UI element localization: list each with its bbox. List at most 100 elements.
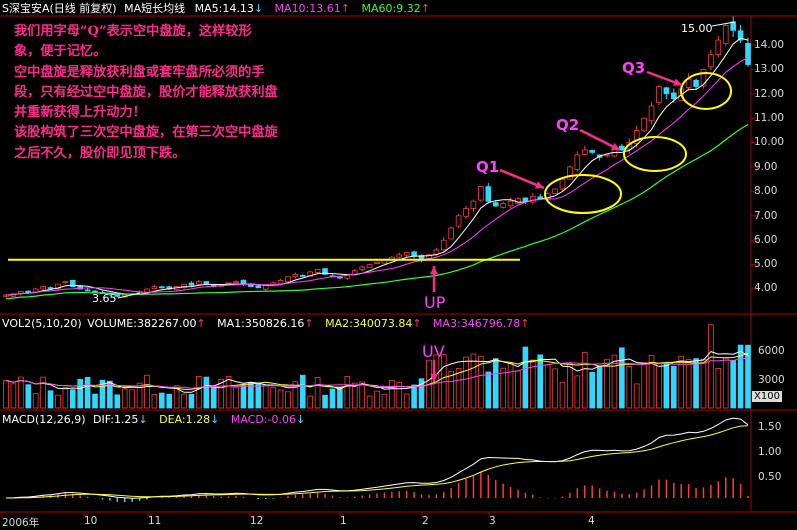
candle-body [559, 178, 566, 190]
annotation-line: 象，便于记忆。 [14, 44, 107, 60]
x-tick: 4 [588, 515, 595, 527]
candle-body [574, 154, 581, 170]
volume-bar [611, 354, 618, 409]
volume-bar [685, 358, 692, 409]
candle-body [151, 286, 158, 289]
candle-body [641, 117, 647, 132]
annotation-text: 我们用字母“Q”表示空中盘旋，这样较形 象，便于记忆。 空中盘旋是释放获利盘或套… [14, 22, 359, 164]
candle-body [522, 197, 529, 202]
candle-body [440, 239, 447, 251]
candle-body [32, 288, 39, 293]
volume-bar [248, 382, 254, 409]
x-tick: 1 [340, 515, 347, 527]
macd-value: MACD:-0.06 [230, 413, 296, 426]
down-arrow-icon: ↓ [295, 413, 306, 426]
low-pointer [117, 292, 141, 299]
volume-bar [455, 368, 462, 409]
volume-bar [107, 380, 113, 409]
candle-body [114, 294, 121, 297]
volume-bar [299, 374, 306, 409]
q1-label: Q1 [476, 158, 500, 176]
macd-tick: 1.00 [758, 446, 782, 458]
up-arrow-icon: ↑ [340, 2, 350, 15]
volume-bar [500, 367, 506, 409]
volume-bar [722, 357, 729, 409]
candle-body [181, 283, 187, 289]
q3-ellipse [680, 72, 732, 110]
candle-body [84, 289, 91, 292]
ma60-line [5, 123, 749, 300]
ma60-value: MA60:9.32 [361, 2, 421, 15]
volume-bar [463, 356, 469, 409]
volume-bar [285, 391, 291, 409]
ma3-value: MA3:346796.78 [433, 317, 521, 330]
volume-bar [77, 378, 84, 409]
volume-bar [411, 384, 417, 409]
volume-bar [225, 375, 232, 409]
q2-label: Q2 [556, 116, 580, 134]
volume-bar [552, 368, 558, 409]
volume-bar [277, 389, 284, 409]
volume-bar [678, 355, 685, 409]
candle-body [485, 186, 492, 202]
volume-bar [159, 392, 165, 409]
volume-bar [648, 354, 655, 409]
candle-body [92, 290, 98, 293]
volume-bar [708, 324, 714, 409]
q3-arrow-head [673, 78, 682, 86]
volume-bar [403, 393, 410, 409]
y-tick: 8.00 [754, 185, 778, 197]
volume-bar [292, 381, 299, 409]
volume-bar [84, 376, 91, 409]
ma10-value: MA10:13.61 [274, 2, 341, 15]
up-arrow-icon: ↑ [196, 317, 206, 330]
candle-body [396, 254, 403, 258]
candle-body [69, 279, 76, 287]
candle-body [500, 203, 506, 208]
volume-bar [240, 384, 247, 409]
candle-body [567, 166, 573, 180]
q2-arrow-head [611, 142, 620, 150]
q3-label: Q3 [622, 59, 646, 77]
candle-body [671, 92, 677, 100]
dea-value: DEA:1.28 [159, 413, 211, 426]
volume-bar [270, 387, 276, 409]
volume-bar [530, 359, 536, 409]
price-header: S深宝安A(日线 前复权) MA短长均线 MA5:14.13↓ MA10:13.… [2, 2, 430, 15]
volume-bar [389, 379, 395, 409]
annotation-line: 空中盘旋是释放获利盘或套牢盘所必须的手 [14, 64, 265, 80]
indicator-name: MA短长均线 [124, 2, 186, 15]
volume-bar [737, 344, 744, 409]
volume-bar [322, 394, 328, 409]
candle-body [374, 261, 380, 264]
volume-bar [567, 363, 573, 409]
up-arrow-head [430, 266, 438, 275]
volume-bar [374, 390, 380, 409]
volume-bar [210, 387, 217, 409]
candle-body [507, 200, 514, 207]
volume-bar [121, 388, 128, 409]
volume-bar [18, 376, 24, 409]
x-tick: 10 [84, 515, 98, 527]
annotation-line: 并重新获得上升动力！ [14, 105, 146, 121]
candle-body [292, 273, 299, 278]
volume-bar [507, 363, 514, 409]
volume-bar [522, 346, 529, 409]
volume-bar [366, 395, 373, 409]
candle-body [159, 286, 165, 289]
ma5-value: MA5:14.13 [194, 2, 254, 15]
candle-body [581, 149, 588, 155]
candle-body [492, 202, 499, 207]
volume-bar [136, 382, 143, 409]
volume-bar [62, 387, 69, 409]
y-tick: 6.00 [754, 234, 778, 246]
volume-bar [92, 393, 98, 409]
candle-body [47, 287, 54, 289]
volume-bar [314, 377, 321, 409]
dif-line [5, 417, 749, 499]
volume-bar [40, 376, 46, 409]
candle-body [663, 87, 670, 95]
candle-body [299, 274, 306, 277]
up-arrow-icon: ↑ [420, 2, 430, 15]
